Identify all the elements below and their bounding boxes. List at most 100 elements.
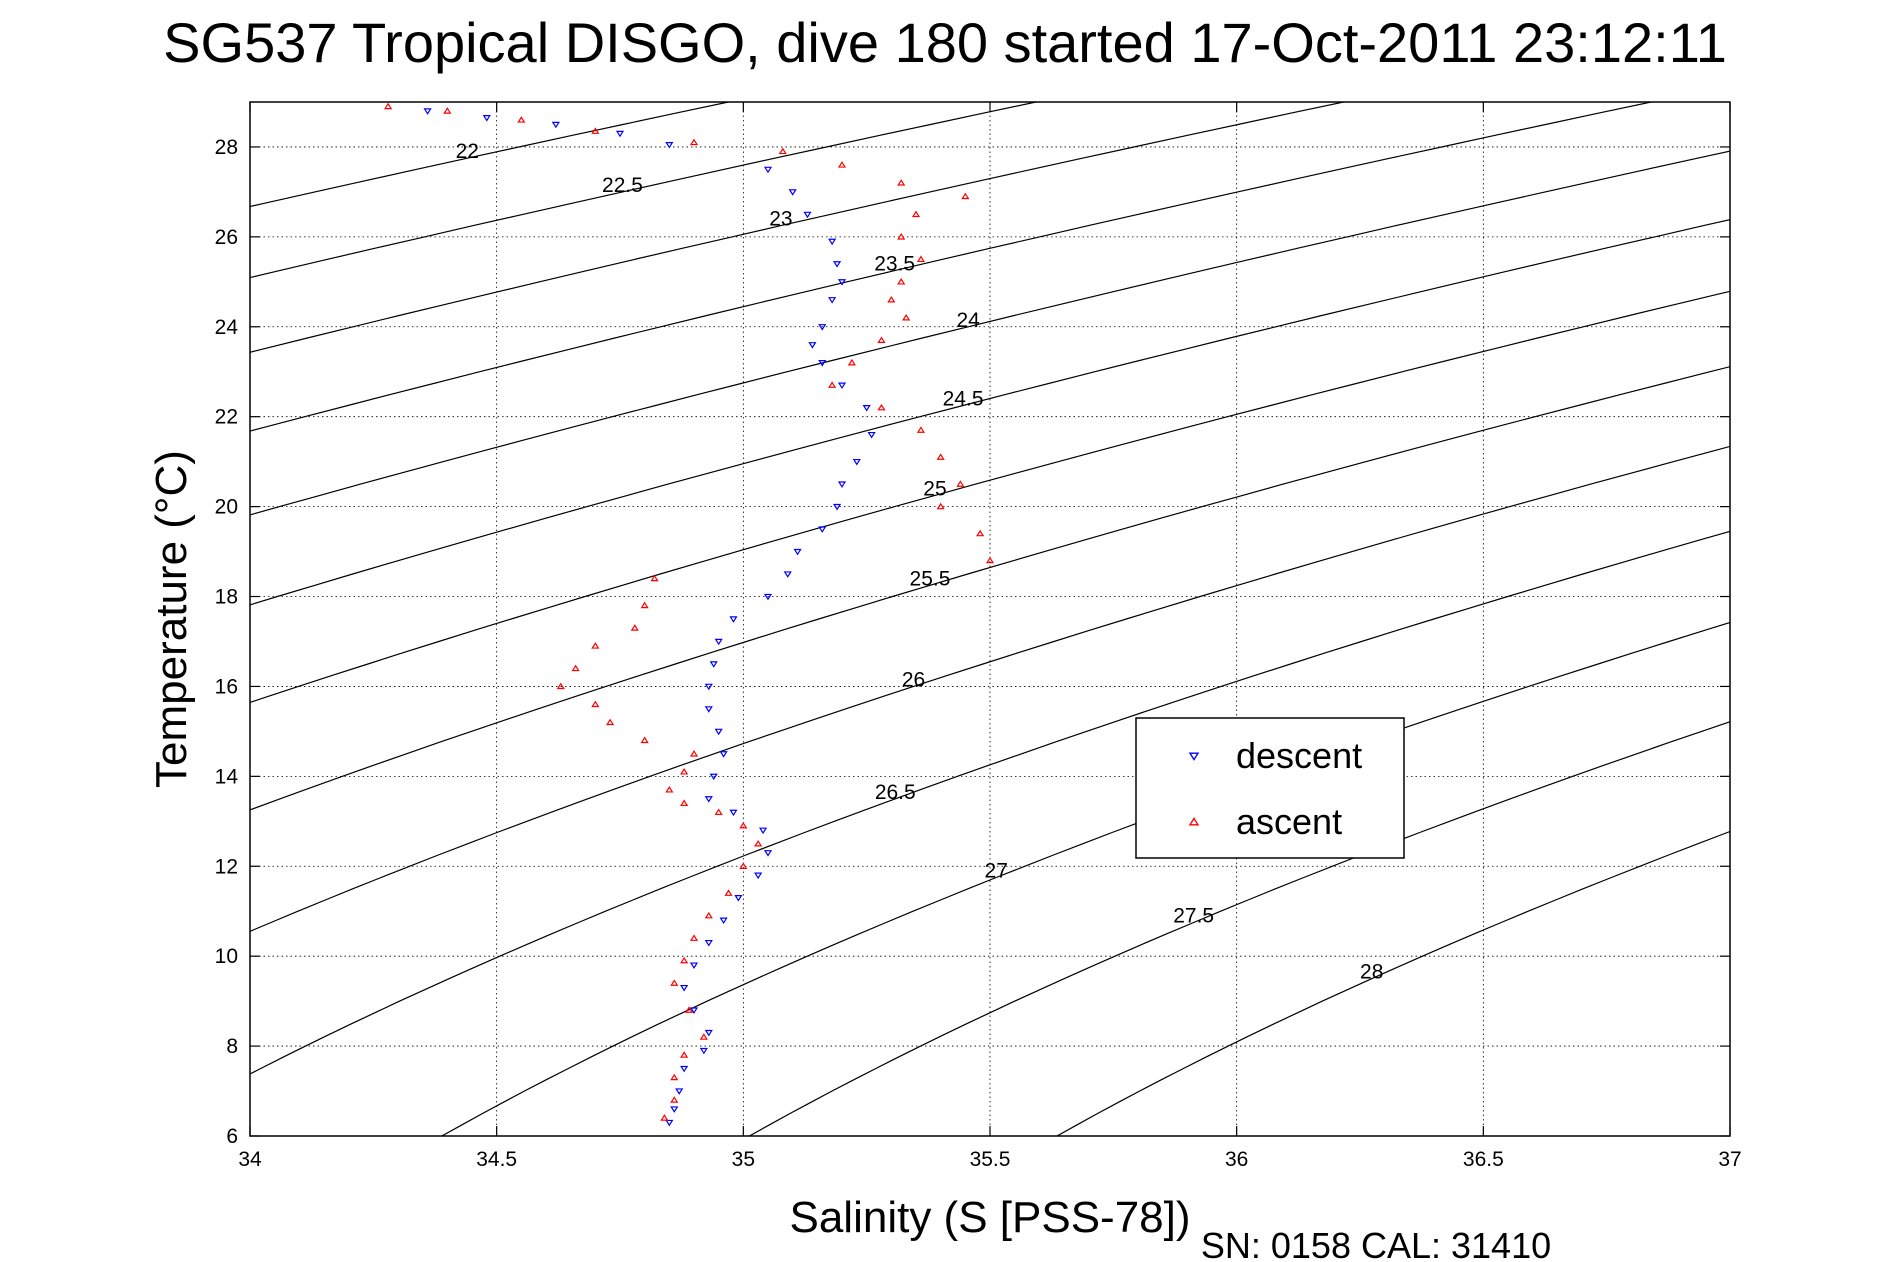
- descent-point: [754, 872, 763, 880]
- y-tick-label: 28: [215, 136, 238, 159]
- descent-point: [758, 827, 768, 835]
- legend: descent ascent: [1135, 717, 1405, 859]
- contour-label: 23: [769, 208, 792, 231]
- isopycnal-line: [748, 721, 1730, 1136]
- descent-point: [828, 238, 837, 246]
- contour-label: 22: [456, 140, 479, 163]
- descent-point: [763, 166, 773, 174]
- ascent-point: [680, 799, 689, 807]
- legend-label-descent: descent: [1236, 735, 1362, 776]
- ascent-point: [670, 1073, 679, 1081]
- descent-point: [680, 1065, 689, 1073]
- ascent-point: [877, 336, 886, 343]
- descent-point: [729, 809, 738, 817]
- descent-point: [729, 616, 738, 623]
- contour-label: 27: [985, 860, 1008, 883]
- ascent-point: [936, 502, 945, 510]
- isopycnal-line: [250, 218, 1730, 606]
- descent-point: [680, 984, 689, 992]
- isopycnal-line: [250, 102, 1347, 353]
- x-tick-label: 36: [1225, 1148, 1248, 1171]
- ascent-point: [704, 911, 713, 919]
- descent-point: [837, 279, 847, 286]
- descent-point: [818, 526, 827, 533]
- legend-label-ascent: ascent: [1236, 801, 1342, 842]
- x-tick-label: 36.5: [1463, 1148, 1504, 1171]
- descent-point: [482, 115, 491, 122]
- descent-point: [704, 939, 713, 947]
- descent-point: [689, 1007, 699, 1014]
- ascent-point: [976, 529, 985, 537]
- ascent-point: [916, 255, 926, 263]
- isopycnal-line: [250, 366, 1730, 811]
- ascent-point: [556, 682, 565, 690]
- descent-point: [832, 503, 842, 511]
- descent-point: [675, 1088, 684, 1095]
- descent-point: [704, 796, 713, 803]
- x-tick-label: 35.5: [970, 1148, 1011, 1171]
- contour-label: 26.5: [875, 781, 916, 804]
- isopycnal-line: [250, 290, 1730, 704]
- ascent-point: [606, 718, 615, 726]
- y-tick-label: 8: [226, 1035, 238, 1058]
- x-tick-label: 37: [1718, 1148, 1741, 1171]
- ascent-point: [689, 750, 699, 757]
- y-tick-label: 16: [215, 675, 238, 698]
- isopycnal-line: [250, 530, 1730, 1075]
- y-tick-label: 26: [215, 226, 238, 249]
- contour-label: 27.5: [1173, 904, 1214, 927]
- descent-point: [793, 548, 802, 556]
- ascent-point: [689, 138, 699, 146]
- ascent-point: [571, 664, 580, 672]
- descent-point: [719, 751, 728, 758]
- y-tick-label: 18: [215, 586, 238, 609]
- contour-label: 24.5: [943, 387, 984, 410]
- descent-series: [423, 108, 876, 1127]
- ascent-point: [739, 821, 748, 829]
- contour-label: 24: [956, 309, 980, 332]
- descent-point: [763, 593, 773, 601]
- y-tick-label: 12: [215, 855, 238, 878]
- ascent-point: [660, 1114, 669, 1121]
- ascent-point: [640, 736, 649, 744]
- ascent-point: [936, 453, 945, 460]
- ascent-point: [670, 1096, 679, 1103]
- descent-point: [818, 324, 827, 331]
- x-tick-label: 34.5: [476, 1148, 517, 1171]
- ascent-series: [384, 102, 995, 1121]
- ascent-point: [640, 601, 649, 609]
- descent-point: [709, 773, 718, 781]
- ascent-point: [724, 889, 733, 896]
- descent-point: [837, 481, 847, 488]
- contour-label: 22.5: [602, 174, 643, 197]
- ascent-point: [443, 107, 452, 114]
- ascent-point: [837, 161, 847, 168]
- ascent-point: [517, 116, 526, 123]
- ascent-point: [739, 862, 748, 869]
- descent-point: [832, 261, 842, 268]
- legend-marker-descent: [1188, 752, 1200, 761]
- descent-point: [709, 661, 718, 668]
- ascent-point: [961, 192, 970, 200]
- serial-calibration-note: SN: 0158 CAL: 31410: [1201, 1225, 1551, 1262]
- ascent-point: [680, 1051, 689, 1058]
- ascent-point: [665, 786, 674, 793]
- ascent-point: [956, 480, 965, 487]
- y-tick-label: 24: [215, 316, 239, 339]
- isopycnal-line: [440, 621, 1730, 1136]
- ascent-point: [902, 313, 911, 321]
- ascent-point: [911, 210, 921, 218]
- grid-lines: [249, 102, 1731, 1137]
- descent-point: [665, 1119, 674, 1127]
- descent-point: [867, 431, 876, 439]
- ascent-point: [916, 426, 926, 433]
- ascent-point: [650, 574, 659, 582]
- descent-point: [704, 706, 713, 713]
- ascent-point: [897, 277, 906, 285]
- ascent-point: [689, 934, 699, 941]
- ascent-point: [828, 381, 837, 388]
- x-tick-label: 34: [238, 1148, 262, 1171]
- ascent-point: [897, 179, 906, 186]
- ascent-point: [591, 700, 600, 708]
- y-axis-ticks: 6 8 10 12 14 16 18 20 22 24 26 28: [215, 136, 1730, 1148]
